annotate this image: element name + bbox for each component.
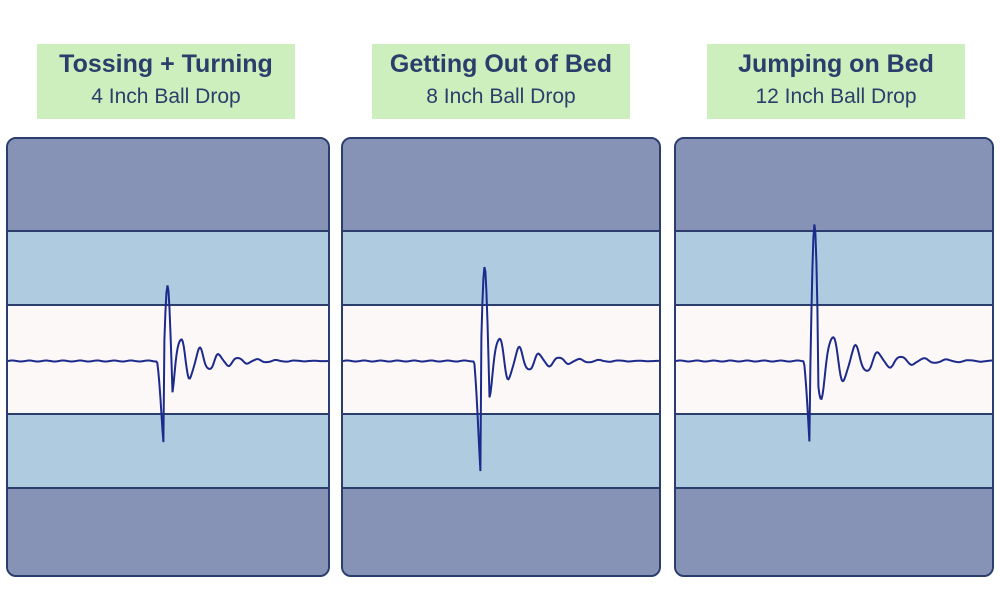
band-lower bbox=[8, 414, 328, 488]
band-lower bbox=[343, 414, 659, 488]
panel-jumping-on-bed: Jumping on Bed 12 Inch Ball Drop bbox=[669, 0, 994, 607]
vibration-line bbox=[676, 224, 992, 442]
band-top bbox=[8, 139, 328, 231]
panel-tossing-turning: Tossing + Turning 4 Inch Ball Drop bbox=[0, 0, 330, 607]
vibration-chart bbox=[343, 139, 659, 575]
chart-subtitle: 4 Inch Ball Drop bbox=[91, 85, 241, 108]
band-upper bbox=[343, 231, 659, 305]
band-top bbox=[343, 139, 659, 231]
vibration-line bbox=[343, 266, 659, 472]
vibration-chart bbox=[676, 139, 992, 575]
mattress-frame bbox=[6, 137, 330, 577]
chart-title: Tossing + Turning bbox=[59, 50, 273, 78]
mattress-frame bbox=[674, 137, 994, 577]
chart-subtitle: 8 Inch Ball Drop bbox=[426, 85, 576, 108]
chart-subtitle: 12 Inch Ball Drop bbox=[755, 85, 917, 108]
band-bottom bbox=[8, 488, 328, 575]
label-box: Getting Out of Bed 8 Inch Ball Drop bbox=[372, 44, 630, 119]
label-box: Jumping on Bed 12 Inch Ball Drop bbox=[707, 44, 965, 119]
label-box: Tossing + Turning 4 Inch Ball Drop bbox=[37, 44, 295, 119]
band-bottom bbox=[343, 488, 659, 575]
band-upper bbox=[676, 231, 992, 305]
band-lower bbox=[676, 414, 992, 488]
band-bottom bbox=[676, 488, 992, 575]
band-top bbox=[676, 139, 992, 231]
vibration-chart bbox=[8, 139, 328, 575]
chart-title: Getting Out of Bed bbox=[389, 50, 613, 78]
vibration-line bbox=[8, 285, 328, 443]
band-center bbox=[676, 305, 992, 414]
mattress-frame bbox=[341, 137, 661, 577]
band-center bbox=[343, 305, 659, 414]
chart-title: Jumping on Bed bbox=[738, 50, 934, 78]
panel-getting-out-of-bed: Getting Out of Bed 8 Inch Ball Drop bbox=[335, 0, 661, 607]
